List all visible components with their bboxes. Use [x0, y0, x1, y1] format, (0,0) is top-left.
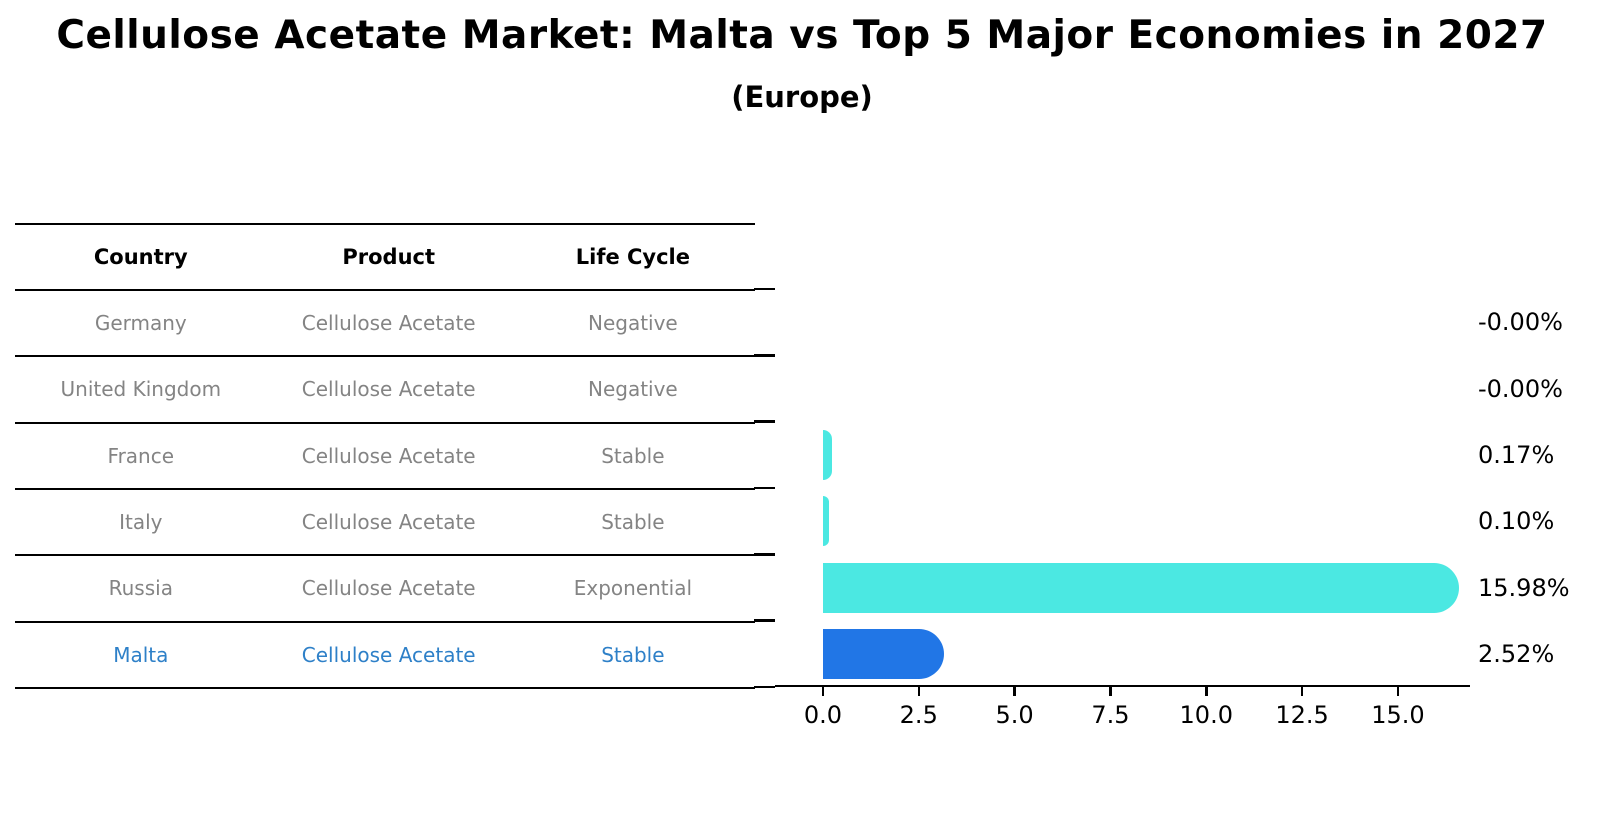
- table-header-cell: Life Cycle: [575, 245, 690, 269]
- x-tick: [1205, 685, 1208, 696]
- bar-italy: [822, 496, 830, 547]
- table-header-cell: Country: [93, 245, 188, 269]
- bar-value-label: 0.10%: [1478, 507, 1555, 536]
- bar-value-label: 2.52%: [1478, 639, 1555, 668]
- x-tick: [1013, 685, 1016, 696]
- x-tick: [1396, 685, 1400, 696]
- table-cell-life-cycle: Exponential: [573, 576, 693, 601]
- table-row: Malta Cellulose Acetate Stable: [15, 623, 755, 689]
- x-tick-label: 15.0: [1371, 701, 1425, 729]
- bar-malta: [822, 628, 944, 679]
- x-tick-label: 2.5: [899, 701, 938, 729]
- x-tick-label: 10.0: [1179, 701, 1233, 729]
- table-cell-country: Germany: [94, 311, 187, 336]
- country-table: Country Product Life Cycle Germany Cellulos…: [15, 223, 755, 689]
- table-cell-life-cycle: Stable: [601, 443, 665, 468]
- x-tick: [1109, 685, 1112, 696]
- y-tick: [754, 619, 775, 622]
- bar-value-label: 0.17%: [1478, 440, 1555, 469]
- bar-value-label: -0.00%: [1478, 374, 1563, 403]
- y-tick: [754, 553, 775, 556]
- table-cell-product: Cellulose Acetate: [301, 642, 476, 667]
- table-cell-country: United Kingdom: [60, 377, 222, 402]
- table-cell-country: Russia: [108, 576, 173, 601]
- table-row: France Cellulose Acetate Stable: [15, 424, 755, 490]
- bar-france: [822, 429, 832, 480]
- x-tick-label: 12.5: [1275, 701, 1329, 729]
- table-cell-life-cycle: Negative: [587, 377, 678, 402]
- x-tick: [821, 685, 825, 696]
- table-cell-life-cycle: Stable: [601, 510, 665, 535]
- y-tick: [754, 354, 775, 357]
- chart-title: Cellulose Acetate Market: Malta vs Top 5…: [56, 13, 1548, 58]
- table-header-row: Country Product Life Cycle: [15, 225, 755, 291]
- table-cell-life-cycle: Negative: [587, 311, 678, 336]
- table-cell-country: Malta: [113, 642, 169, 667]
- bar-value-label: -0.00%: [1478, 308, 1563, 337]
- y-tick: [754, 685, 775, 689]
- table-row: Italy Cellulose Acetate Stable: [15, 490, 755, 557]
- table-header-cell: Product: [342, 245, 436, 269]
- table-cell-product: Cellulose Acetate: [301, 510, 476, 535]
- table-row: Russia Cellulose Acetate Exponential: [15, 556, 755, 623]
- bar-value-label: 15.98%: [1478, 573, 1570, 602]
- table-row: Germany Cellulose Acetate Negative: [15, 291, 755, 358]
- table-cell-product: Cellulose Acetate: [301, 576, 476, 601]
- bar-chart-plot-area: -0.00% -0.00% 0.17% 0.10% 15.98% 2.52% 0.0 2.5 5…: [754, 287, 1570, 729]
- chart-subtitle: (Europe): [731, 80, 873, 114]
- x-tick: [1300, 685, 1304, 696]
- table-cell-country: Italy: [119, 510, 163, 535]
- y-tick: [754, 287, 775, 291]
- y-tick: [754, 486, 775, 490]
- bar-russia: [822, 562, 1460, 613]
- table-row: United Kingdom Cellulose Acetate Negative: [15, 357, 755, 424]
- table-body: Germany Cellulose Acetate Negative United K…: [15, 291, 755, 689]
- y-tick: [754, 420, 775, 423]
- table-cell-life-cycle: Stable: [601, 642, 665, 667]
- x-tick-label: 7.5: [1091, 701, 1130, 729]
- table-cell-product: Cellulose Acetate: [301, 443, 476, 468]
- x-tick-label: 5.0: [995, 701, 1034, 729]
- table-cell-product: Cellulose Acetate: [301, 311, 476, 336]
- table-cell-product: Cellulose Acetate: [301, 377, 476, 402]
- table-cell-country: France: [107, 443, 175, 468]
- x-tick: [917, 685, 920, 696]
- x-tick-label: 0.0: [803, 701, 842, 729]
